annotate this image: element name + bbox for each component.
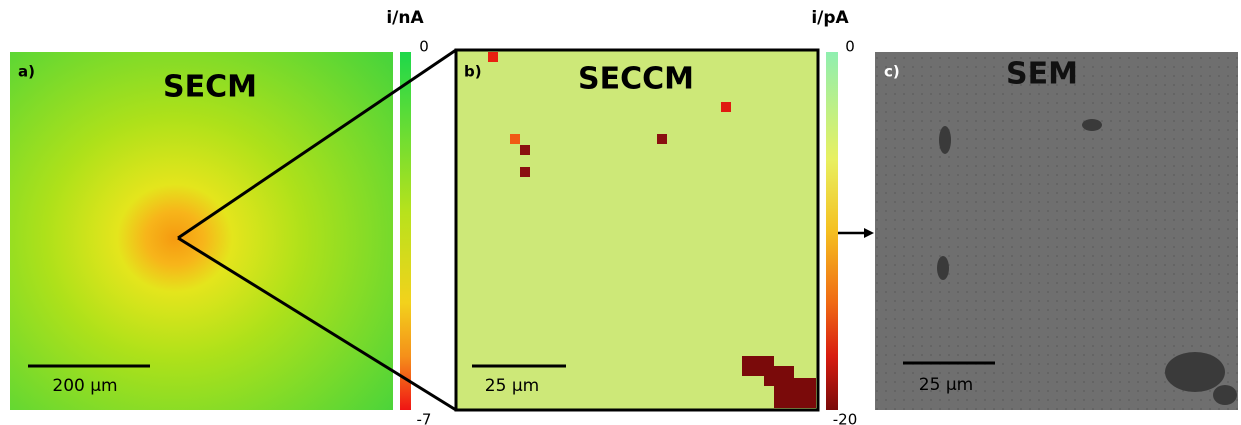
seccm-image [456,50,818,410]
panel-b: b) SECCM 25 µm i/pA 0 -20 [454,8,858,425]
panel-title: SECCM [578,62,694,97]
colorbar-unit: i/pA [811,8,849,28]
panel-border [454,48,820,412]
colorbar-unit: i/nA [386,8,424,28]
seccm-pixels [488,52,816,408]
scale-bar-label: 25 µm [919,375,973,395]
colorbar [826,52,838,410]
panel-label: c) [884,63,900,81]
secm-image [10,52,393,410]
panel-title: SEM [1006,57,1078,92]
zoom-line [177,236,457,412]
arrow-head [864,228,874,238]
panel-c: c) SEM 25 µm [875,52,1238,410]
panel-label: b) [464,63,482,81]
panel-a: a) SECM 200 µm i/nA 0 -7 [10,8,431,425]
sem-texture [875,52,1238,410]
zoom-line [177,48,457,240]
colorbar-min: -20 [833,411,858,425]
colorbar-max: 0 [845,38,855,56]
sem-particles [937,119,1237,405]
scale-bar-label: 200 µm [52,376,117,396]
scale-bar-label: 25 µm [485,376,539,396]
colorbar [400,52,411,410]
colorbar-min: -7 [417,411,432,425]
panel-label: a) [18,63,35,81]
colorbar-max: 0 [419,38,429,56]
panel-title: SECM [163,70,257,105]
